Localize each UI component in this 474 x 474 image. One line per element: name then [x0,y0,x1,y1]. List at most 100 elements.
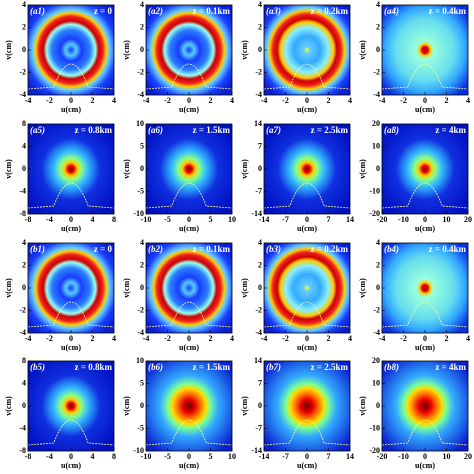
y-tick-label: 4 [376,238,380,247]
y-tick-label: 4 [258,0,262,9]
y-tick-label: -4 [19,328,26,337]
y-tick-label: 20 [372,356,380,365]
y-tick-label: 2 [140,260,144,269]
x-axis-label: u(cm) [415,343,435,352]
y-tick-label: 4 [376,0,380,9]
y-tick-label: 10 [136,356,144,365]
y-tick-label: 4 [258,238,262,247]
y-tick-label: -10 [369,186,380,195]
y-tick-label: -20 [369,446,380,455]
y-tick-label: 0 [140,164,144,173]
y-tick-label: -10 [133,209,144,218]
x-tick-label: 4 [348,334,352,343]
x-tick-label: -10 [398,452,409,461]
y-tick-label: 0 [22,401,26,410]
y-axis-label: v(cm) [358,396,367,416]
z-label: z = 0.1km [193,6,231,16]
y-tick-label: -10 [369,423,380,432]
x-axis-label: u(cm) [179,343,199,352]
y-tick-label: -4 [19,186,26,195]
y-tick-label: -2 [137,67,144,76]
y-tick-label: -4 [255,328,262,337]
x-tick-label: 4 [112,334,116,343]
x-tick-label: -4 [379,96,386,105]
x-axis-label: u(cm) [297,461,317,470]
x-tick-label: 0 [423,215,427,224]
profile-curve [145,182,233,209]
profile-curve [263,182,351,209]
profile-curve [381,182,469,209]
x-tick-label: 4 [230,96,234,105]
x-tick-label: -4 [46,215,53,224]
y-tick-label: 0 [376,164,380,173]
y-tick-label: 2 [258,260,262,269]
image-panel [146,5,232,95]
panel-label: (a2) [148,6,163,16]
y-tick-label: -14 [251,209,262,218]
y-axis-label: v(cm) [358,40,367,60]
panel-label: (a1) [30,6,45,16]
z-label: z = 0.4km [429,244,467,254]
panel-label: (b5) [30,362,45,372]
y-tick-label: -10 [133,446,144,455]
y-tick-label: 0 [22,45,26,54]
y-tick-label: -2 [255,67,262,76]
x-axis-label: u(cm) [179,224,199,233]
y-axis-label: v(cm) [240,396,249,416]
y-axis-label: v(cm) [122,396,131,416]
y-tick-label: 0 [258,283,262,292]
profile-curve [263,63,351,90]
image-panel [264,124,350,214]
y-tick-label: 0 [258,45,262,54]
profile-curve [145,63,233,90]
y-tick-label: 4 [140,0,144,9]
x-axis-label: u(cm) [297,343,317,352]
x-tick-label: -20 [377,215,388,224]
x-tick-label: 0 [305,452,309,461]
x-tick-label: -4 [261,96,268,105]
x-tick-label: -2 [164,96,171,105]
y-axis-label: v(cm) [4,396,13,416]
y-axis-label: v(cm) [358,278,367,298]
x-tick-label: 7 [327,215,331,224]
y-tick-label: -4 [19,423,26,432]
y-axis-label: v(cm) [122,159,131,179]
x-tick-label: 10 [228,215,236,224]
z-label: z = 0.4km [429,6,467,16]
profile-curve [381,419,469,446]
y-axis-label: v(cm) [4,159,13,179]
panel-label: (a6) [148,125,163,135]
x-tick-label: 0 [69,215,73,224]
y-axis-label: v(cm) [4,40,13,60]
y-tick-label: 4 [22,238,26,247]
y-tick-label: 10 [372,378,380,387]
x-tick-label: -4 [143,334,150,343]
y-tick-label: -2 [373,67,380,76]
y-axis-label: v(cm) [358,159,367,179]
x-tick-label: 2 [91,334,95,343]
x-tick-label: -4 [46,452,53,461]
y-axis-label: v(cm) [240,278,249,298]
x-tick-label: 2 [209,96,213,105]
x-tick-label: -2 [282,334,289,343]
x-tick-label: -7 [282,215,289,224]
y-tick-label: 4 [22,378,26,387]
x-tick-label: 10 [443,215,451,224]
y-tick-label: 0 [140,283,144,292]
y-tick-label: -4 [19,90,26,99]
image-panel [28,243,114,333]
z-label: z = 0.8km [75,125,113,135]
x-tick-label: 0 [187,452,191,461]
x-axis-label: u(cm) [297,105,317,114]
panel-label: (b2) [148,244,163,254]
x-axis-label: u(cm) [179,105,199,114]
panel-label: (a4) [384,6,399,16]
x-tick-label: 2 [209,334,213,343]
x-tick-label: 14 [346,215,354,224]
y-axis-label: v(cm) [240,159,249,179]
x-tick-label: 0 [69,96,73,105]
y-tick-label: 2 [258,22,262,31]
x-tick-label: -2 [400,334,407,343]
x-tick-label: 4 [112,96,116,105]
y-tick-label: -7 [255,423,262,432]
